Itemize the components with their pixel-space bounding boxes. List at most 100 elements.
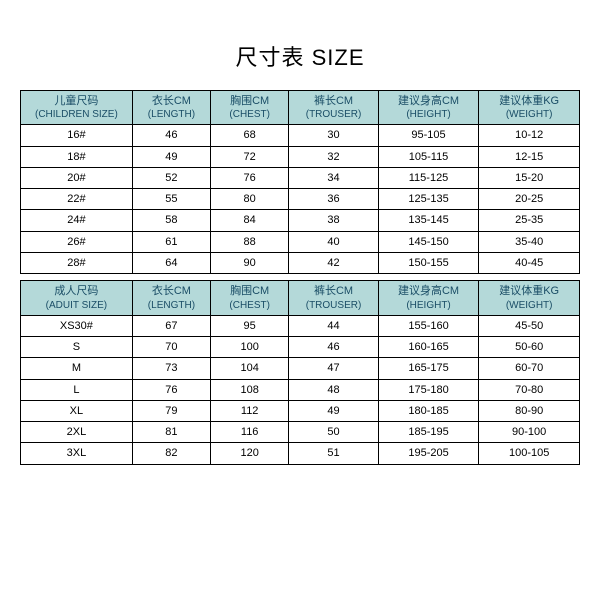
table-row: 2XL8111650185-19590-100 xyxy=(21,422,580,443)
table-cell: 45-50 xyxy=(479,315,580,336)
table-cell: 180-185 xyxy=(378,400,479,421)
table-row: 24#588438135-14525-35 xyxy=(21,210,580,231)
table-cell: 73 xyxy=(132,358,210,379)
table-cell: 58 xyxy=(132,210,210,231)
table-cell: 72 xyxy=(211,146,289,167)
table-row: 3XL8212051195-205100-105 xyxy=(21,443,580,464)
table-cell: 88 xyxy=(211,231,289,252)
table-cell: 175-180 xyxy=(378,379,479,400)
col-length: 衣长CM(LENGTH) xyxy=(132,91,210,125)
table-cell: 61 xyxy=(132,231,210,252)
table-cell: 100-105 xyxy=(479,443,580,464)
table-cell: 50 xyxy=(289,422,378,443)
table-cell: 32 xyxy=(289,146,378,167)
table-cell: 125-135 xyxy=(378,189,479,210)
table-cell: 76 xyxy=(132,379,210,400)
table-cell: 165-175 xyxy=(378,358,479,379)
table-cell: 80-90 xyxy=(479,400,580,421)
adult-header-row: 成人尺码(ADUIT SIZE) 衣长CM(LENGTH) 胸围CM(CHEST… xyxy=(21,281,580,315)
col-height: 建议身高CM(HEIGHT) xyxy=(378,91,479,125)
col-chest: 胸围CM(CHEST) xyxy=(211,91,289,125)
col-trouser: 裤长CM(TROUSER) xyxy=(289,91,378,125)
table-cell: 185-195 xyxy=(378,422,479,443)
table-cell: 3XL xyxy=(21,443,133,464)
table-cell: 81 xyxy=(132,422,210,443)
table-cell: 35-40 xyxy=(479,231,580,252)
table-cell: 70-80 xyxy=(479,379,580,400)
col-height: 建议身高CM(HEIGHT) xyxy=(378,281,479,315)
table-cell: 10-12 xyxy=(479,125,580,146)
table-cell: 60-70 xyxy=(479,358,580,379)
table-row: 16#46683095-10510-12 xyxy=(21,125,580,146)
table-cell: 68 xyxy=(211,125,289,146)
children-header-row: 儿童尺码(CHILDREN SIZE) 衣长CM(LENGTH) 胸围CM(CH… xyxy=(21,91,580,125)
table-cell: 25-35 xyxy=(479,210,580,231)
table-row: L7610848175-18070-80 xyxy=(21,379,580,400)
table-cell: L xyxy=(21,379,133,400)
table-cell: 100 xyxy=(211,336,289,357)
table-cell: 22# xyxy=(21,189,133,210)
table-cell: 34 xyxy=(289,167,378,188)
table-row: S7010046160-16550-60 xyxy=(21,336,580,357)
table-cell: 42 xyxy=(289,253,378,274)
table-cell: 24# xyxy=(21,210,133,231)
col-weight: 建议体重KG(WEIGHT) xyxy=(479,91,580,125)
col-trouser: 裤长CM(TROUSER) xyxy=(289,281,378,315)
table-cell: 38 xyxy=(289,210,378,231)
table-cell: 20# xyxy=(21,167,133,188)
col-length: 衣长CM(LENGTH) xyxy=(132,281,210,315)
table-cell: S xyxy=(21,336,133,357)
table-cell: 49 xyxy=(289,400,378,421)
table-cell: 48 xyxy=(289,379,378,400)
table-cell: 51 xyxy=(289,443,378,464)
table-cell: 150-155 xyxy=(378,253,479,274)
table-row: XS30#679544155-16045-50 xyxy=(21,315,580,336)
table-cell: 90 xyxy=(211,253,289,274)
table-cell: 160-165 xyxy=(378,336,479,357)
table-cell: 15-20 xyxy=(479,167,580,188)
table-cell: 95-105 xyxy=(378,125,479,146)
table-row: XL7911249180-18580-90 xyxy=(21,400,580,421)
table-cell: 28# xyxy=(21,253,133,274)
table-cell: 2XL xyxy=(21,422,133,443)
table-cell: 16# xyxy=(21,125,133,146)
table-cell: 30 xyxy=(289,125,378,146)
table-cell: 12-15 xyxy=(479,146,580,167)
table-cell: 46 xyxy=(132,125,210,146)
table-cell: 79 xyxy=(132,400,210,421)
col-weight: 建议体重KG(WEIGHT) xyxy=(479,281,580,315)
col-chest: 胸围CM(CHEST) xyxy=(211,281,289,315)
table-cell: 90-100 xyxy=(479,422,580,443)
table-cell: 36 xyxy=(289,189,378,210)
col-adult-size: 成人尺码(ADUIT SIZE) xyxy=(21,281,133,315)
table-cell: 135-145 xyxy=(378,210,479,231)
table-cell: 44 xyxy=(289,315,378,336)
table-cell: 84 xyxy=(211,210,289,231)
table-cell: 95 xyxy=(211,315,289,336)
table-cell: 64 xyxy=(132,253,210,274)
table-cell: 116 xyxy=(211,422,289,443)
table-cell: 50-60 xyxy=(479,336,580,357)
table-cell: 46 xyxy=(289,336,378,357)
table-cell: 145-150 xyxy=(378,231,479,252)
table-cell: 155-160 xyxy=(378,315,479,336)
col-children-size: 儿童尺码(CHILDREN SIZE) xyxy=(21,91,133,125)
page-title: 尺寸表 SIZE xyxy=(235,40,364,72)
table-cell: 20-25 xyxy=(479,189,580,210)
table-cell: 105-115 xyxy=(378,146,479,167)
table-cell: 82 xyxy=(132,443,210,464)
table-row: 28#649042150-15540-45 xyxy=(21,253,580,274)
table-cell: 195-205 xyxy=(378,443,479,464)
children-size-table: 儿童尺码(CHILDREN SIZE) 衣长CM(LENGTH) 胸围CM(CH… xyxy=(20,90,580,274)
table-cell: 55 xyxy=(132,189,210,210)
table-cell: 49 xyxy=(132,146,210,167)
table-cell: 108 xyxy=(211,379,289,400)
table-cell: XS30# xyxy=(21,315,133,336)
table-cell: 80 xyxy=(211,189,289,210)
table-cell: 76 xyxy=(211,167,289,188)
table-cell: 47 xyxy=(289,358,378,379)
table-row: 26#618840145-15035-40 xyxy=(21,231,580,252)
table-cell: 104 xyxy=(211,358,289,379)
table-cell: 120 xyxy=(211,443,289,464)
table-cell: 115-125 xyxy=(378,167,479,188)
